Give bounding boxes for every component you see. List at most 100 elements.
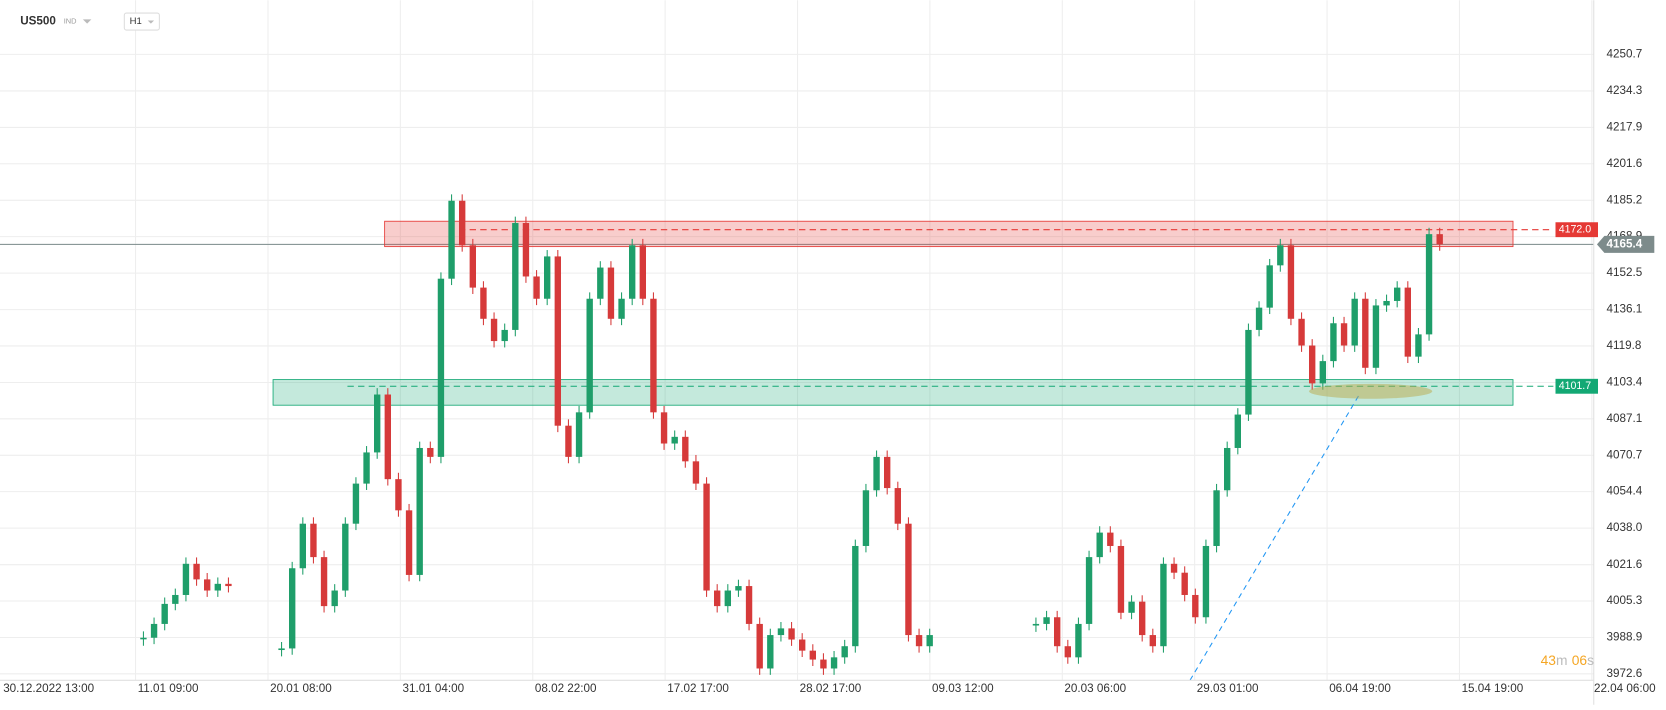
- candle: [1255, 307, 1263, 330]
- y-tick-label: 4250.7: [1607, 47, 1643, 60]
- candle: [522, 223, 530, 277]
- dropdown-icon[interactable]: [82, 19, 92, 24]
- candle: [682, 436, 689, 462]
- candle: [1404, 287, 1411, 357]
- x-tick-label: 29.03 01:00: [1197, 682, 1259, 695]
- candle: [416, 447, 423, 575]
- candle: [607, 267, 615, 319]
- candle: [225, 583, 232, 587]
- candle: [597, 267, 604, 299]
- timer: 43m 06s: [1541, 652, 1594, 668]
- candle: [1202, 545, 1210, 618]
- candle: [384, 394, 391, 480]
- support-zone: [272, 379, 1514, 406]
- y-tick-label: 4070.7: [1607, 448, 1643, 461]
- y-tick-label: 4087.1: [1607, 412, 1643, 425]
- x-tick-label: 15.04 19:00: [1462, 682, 1524, 695]
- support-label: 4101.7: [1559, 380, 1592, 392]
- candle: [777, 628, 785, 636]
- symbol[interactable]: US500: [20, 15, 56, 28]
- candle: [480, 287, 487, 319]
- candle: [915, 635, 923, 647]
- interval-button[interactable]: [123, 12, 160, 31]
- candle: [395, 479, 402, 511]
- candle: [724, 590, 731, 607]
- candle: [1383, 300, 1390, 306]
- candle: [554, 256, 561, 426]
- candle: [150, 623, 158, 638]
- candle: [926, 635, 933, 647]
- x-tick-label: 31.01 04:00: [402, 682, 464, 695]
- candle: [1372, 305, 1380, 368]
- candle: [1064, 646, 1071, 658]
- resistance-label: 4172.0: [1559, 224, 1592, 236]
- candle: [405, 510, 413, 575]
- candle: [767, 635, 774, 669]
- candle: [469, 245, 476, 288]
- dropdown-icon: [147, 20, 155, 24]
- x-tick-label: 06.04 19:00: [1329, 682, 1391, 695]
- candle: [448, 200, 455, 279]
- y-tick-label: 4021.6: [1607, 558, 1643, 571]
- candle: [1351, 298, 1358, 346]
- candle: [278, 648, 285, 651]
- candle: [544, 256, 551, 299]
- candle: [490, 318, 498, 342]
- last-price-box: [1596, 235, 1655, 253]
- candle: [788, 628, 795, 640]
- candle: [161, 603, 168, 624]
- candle: [692, 461, 700, 484]
- candle: [1298, 318, 1305, 346]
- candle: [1096, 532, 1103, 558]
- candle: [1192, 594, 1199, 618]
- x-tick-label: 22.04 06:00: [1594, 682, 1656, 695]
- candle: [1245, 329, 1252, 415]
- x-tick-label: 30.12.2022 13:00: [3, 682, 94, 695]
- highlight-ellipse: [1309, 383, 1433, 399]
- candle: [873, 456, 880, 491]
- timer-unit: m: [1556, 652, 1568, 668]
- candle: [331, 590, 338, 607]
- candle: [1340, 323, 1348, 346]
- candle: [320, 557, 328, 607]
- candle: [629, 245, 636, 299]
- candle: [1224, 447, 1231, 491]
- candle: [1415, 334, 1422, 357]
- candle: [1213, 490, 1220, 546]
- candle: [565, 425, 572, 457]
- y-tick-label: 4038.0: [1607, 521, 1643, 534]
- y-tick-label: 3988.9: [1607, 631, 1643, 644]
- candle: [1425, 234, 1433, 335]
- candle: [1139, 601, 1146, 636]
- candle: [575, 412, 583, 457]
- candle: [512, 223, 519, 330]
- candle: [459, 200, 466, 246]
- candle: [1330, 323, 1337, 362]
- candle: [1181, 572, 1188, 595]
- y-tick-label: 4005.3: [1607, 594, 1643, 607]
- candle: [1266, 265, 1273, 308]
- candle: [820, 659, 827, 669]
- candle: [140, 637, 147, 640]
- candle: [1117, 545, 1125, 613]
- candle: [182, 563, 190, 595]
- support-label-box: [1555, 378, 1598, 394]
- candle: [437, 278, 445, 457]
- candle: [1160, 563, 1167, 647]
- candle: [533, 276, 540, 299]
- candle: [809, 650, 816, 660]
- candle: [1234, 414, 1241, 448]
- candle: [1107, 532, 1114, 546]
- candle: [501, 329, 508, 342]
- candle: [905, 523, 912, 636]
- candle: [427, 447, 434, 457]
- candle: [671, 436, 678, 444]
- candle: [1287, 245, 1295, 319]
- candle: [756, 623, 763, 669]
- candle: [1436, 234, 1443, 245]
- candle: [1362, 298, 1369, 368]
- candle: [214, 583, 221, 591]
- y-tick-label: 4185.2: [1607, 193, 1643, 206]
- candle: [193, 563, 200, 580]
- x-tick-label: 09.03 12:00: [932, 682, 994, 695]
